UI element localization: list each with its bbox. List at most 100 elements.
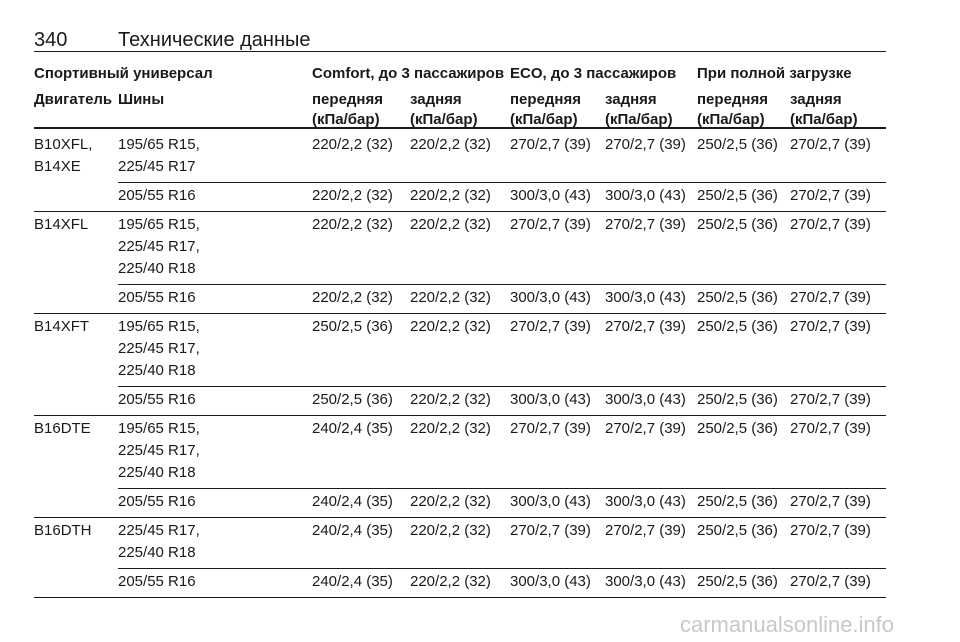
tire-size: 205/55 R16 xyxy=(118,493,196,510)
watermark: carmanualsonline.info xyxy=(680,612,895,637)
subrow-rule xyxy=(118,182,886,183)
pressure: 250/2,5 (36) xyxy=(697,289,778,306)
tire-size: 225/40 R18 xyxy=(118,464,196,481)
pressure: 270/2,7 (39) xyxy=(510,136,591,153)
col-rear: задняя xyxy=(410,91,462,108)
engine: B16DTE xyxy=(34,420,91,437)
row-rule xyxy=(34,313,886,314)
tire-size: 205/55 R16 xyxy=(118,391,196,408)
pressure: 300/3,0 (43) xyxy=(510,493,591,510)
pressure: 270/2,7 (39) xyxy=(605,318,686,335)
header-rule xyxy=(34,51,886,52)
col-front: передняя xyxy=(697,91,768,108)
pressure: 250/2,5 (36) xyxy=(697,573,778,590)
group-title: Comfort, до 3 пассажиров xyxy=(312,65,505,82)
group-label: Спортивный универсал xyxy=(34,65,213,82)
pressure: 240/2,4 (35) xyxy=(312,420,393,437)
col-unit: (кПа/бар) xyxy=(410,111,478,128)
tire-size: 205/55 R16 xyxy=(118,187,196,204)
pressure: 300/3,0 (43) xyxy=(510,391,591,408)
pressure: 250/2,5 (36) xyxy=(697,420,778,437)
pressure: 250/2,5 (36) xyxy=(697,493,778,510)
pressure: 250/2,5 (36) xyxy=(697,391,778,408)
pressure: 220/2,2 (32) xyxy=(410,289,491,306)
row-rule xyxy=(34,211,886,212)
tire-size: 195/65 R15, xyxy=(118,420,200,437)
tire-size: 225/45 R17, xyxy=(118,238,200,255)
tire-size: 205/55 R16 xyxy=(118,289,196,306)
pressure: 270/2,7 (39) xyxy=(510,420,591,437)
pressure: 250/2,5 (36) xyxy=(697,318,778,335)
pressure: 220/2,2 (32) xyxy=(410,420,491,437)
pressure: 220/2,2 (32) xyxy=(410,187,491,204)
pressure: 220/2,2 (32) xyxy=(410,522,491,539)
pressure: 300/3,0 (43) xyxy=(510,187,591,204)
row-rule xyxy=(34,415,886,416)
engine: B14XFL xyxy=(34,216,89,233)
pressure: 270/2,7 (39) xyxy=(510,522,591,539)
pressure: 270/2,7 (39) xyxy=(790,522,871,539)
pressure: 270/2,7 (39) xyxy=(605,216,686,233)
subrow-rule xyxy=(118,488,886,489)
pressure: 240/2,4 (35) xyxy=(312,493,393,510)
tire-size: 205/55 R16 xyxy=(118,573,196,590)
pressure: 300/3,0 (43) xyxy=(510,289,591,306)
col-unit: (кПа/бар) xyxy=(605,111,673,128)
engine: B16DTH xyxy=(34,522,92,539)
pressure: 270/2,7 (39) xyxy=(790,493,871,510)
subrow-rule xyxy=(118,284,886,285)
pressure: 220/2,2 (32) xyxy=(312,216,393,233)
pressure: 220/2,2 (32) xyxy=(410,216,491,233)
pressure: 220/2,2 (32) xyxy=(312,136,393,153)
tire-size: 195/65 R15, xyxy=(118,136,200,153)
pressure: 220/2,2 (32) xyxy=(410,573,491,590)
pressure: 300/3,0 (43) xyxy=(605,187,686,204)
engine: B14XE xyxy=(34,158,81,175)
tire-size: 225/45 R17, xyxy=(118,340,200,357)
pressure: 250/2,5 (36) xyxy=(697,187,778,204)
pressure: 220/2,2 (32) xyxy=(312,289,393,306)
pressure: 220/2,2 (32) xyxy=(410,391,491,408)
pressure: 270/2,7 (39) xyxy=(790,187,871,204)
pressure: 270/2,7 (39) xyxy=(790,216,871,233)
subrow-rule xyxy=(118,568,886,569)
pressure: 270/2,7 (39) xyxy=(790,420,871,437)
tire-size: 195/65 R15, xyxy=(118,216,200,233)
pressure: 220/2,2 (32) xyxy=(410,136,491,153)
pressure: 300/3,0 (43) xyxy=(510,573,591,590)
pressure: 300/3,0 (43) xyxy=(605,289,686,306)
page-number: 340 xyxy=(34,29,68,51)
pressure: 270/2,7 (39) xyxy=(790,289,871,306)
pressure: 270/2,7 (39) xyxy=(510,318,591,335)
pressure: 270/2,7 (39) xyxy=(605,522,686,539)
pressure: 240/2,4 (35) xyxy=(312,573,393,590)
col-unit: (кПа/бар) xyxy=(510,111,578,128)
row-rule xyxy=(34,517,886,518)
pressure: 250/2,5 (36) xyxy=(697,216,778,233)
group-title: При полной загрузке xyxy=(697,65,852,82)
pressure: 270/2,7 (39) xyxy=(605,136,686,153)
pressure: 270/2,7 (39) xyxy=(790,573,871,590)
pressure: 270/2,7 (39) xyxy=(790,318,871,335)
col-front: передняя xyxy=(312,91,383,108)
pressure: 270/2,7 (39) xyxy=(790,391,871,408)
row-rule xyxy=(34,597,886,598)
engine: B10XFL, xyxy=(34,136,93,153)
pressure: 220/2,2 (32) xyxy=(410,493,491,510)
pressure: 250/2,5 (36) xyxy=(697,522,778,539)
pressure: 270/2,7 (39) xyxy=(605,420,686,437)
pressure: 250/2,5 (36) xyxy=(312,318,393,335)
tire-size: 225/45 R17 xyxy=(118,158,196,175)
pressure: 270/2,7 (39) xyxy=(790,136,871,153)
header-bottom-rule xyxy=(34,127,886,129)
pressure: 220/2,2 (32) xyxy=(410,318,491,335)
col-unit: (кПа/бар) xyxy=(312,111,380,128)
col-unit: (кПа/бар) xyxy=(790,111,858,128)
tire-size: 225/40 R18 xyxy=(118,362,196,379)
pressure: 300/3,0 (43) xyxy=(605,573,686,590)
engine: B14XFT xyxy=(34,318,90,335)
tire-size: 225/40 R18 xyxy=(118,260,196,277)
pressure: 250/2,5 (36) xyxy=(697,136,778,153)
tire-size: 225/45 R17, xyxy=(118,522,200,539)
